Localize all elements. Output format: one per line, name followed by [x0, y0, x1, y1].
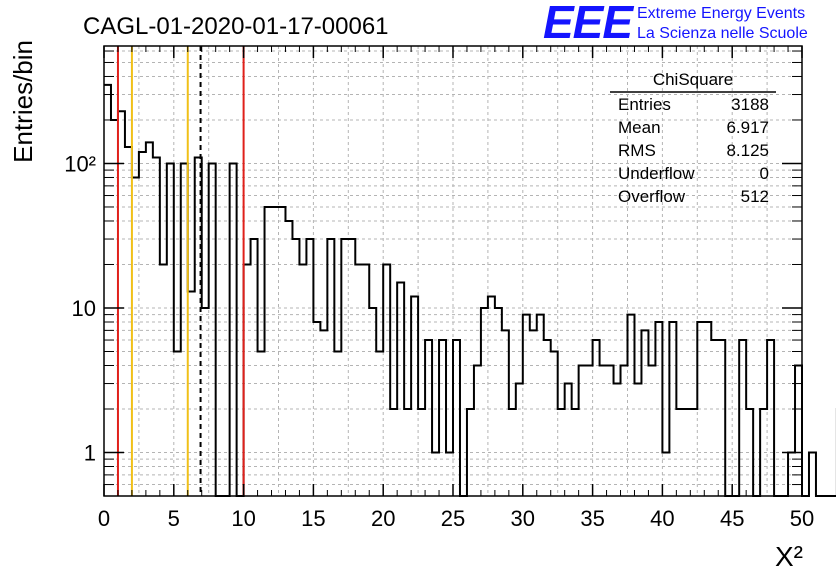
x-tick-label: 50	[790, 506, 814, 531]
x-tick-label: 5	[168, 506, 180, 531]
stats-label: Mean	[618, 118, 661, 137]
y-axis-label: Entries/bin	[8, 40, 38, 163]
stats-box: ChiSquare Entries 3188 Mean 6.917 RMS 8.125 Un…	[610, 70, 776, 206]
x-tick-label: 0	[98, 506, 110, 531]
y-tick-label: 1	[84, 440, 96, 465]
eee-logo: EEE	[543, 0, 633, 48]
y-tick-label: 10²	[64, 151, 96, 176]
x-tick-label: 30	[511, 506, 535, 531]
x-tick-label: 15	[301, 506, 325, 531]
stats-value: 512	[741, 187, 769, 206]
x-tick-label: 10	[231, 506, 255, 531]
chart-title: CAGL-01-2020-01-17-00061	[83, 13, 389, 40]
x-tick-label: 35	[580, 506, 604, 531]
marker-lines	[116, 46, 245, 496]
x-axis-ticks: 0 5 10 15 20 25 30 35 40 45 50	[98, 46, 814, 531]
stats-label: Entries	[618, 95, 671, 114]
stats-label: RMS	[618, 141, 656, 160]
stats-label: Underflow	[618, 164, 695, 183]
stats-label: Overflow	[618, 187, 686, 206]
x-axis-label: X²	[775, 541, 803, 572]
stats-value: 6.917	[726, 118, 769, 137]
y-axis-ticks: 1 10 10²	[64, 50, 802, 497]
y-tick-label: 10	[72, 296, 96, 321]
logo-line-1: Extreme Energy Events	[637, 5, 806, 22]
x-tick-label: 45	[720, 506, 744, 531]
stats-value: 0	[760, 164, 769, 183]
stats-value: 8.125	[726, 141, 769, 160]
stats-value: 3188	[731, 95, 769, 114]
x-tick-label: 20	[371, 506, 395, 531]
logo-line-2: La Scienza nelle Scuole	[637, 25, 808, 42]
x-tick-label: 40	[650, 506, 674, 531]
stats-title: ChiSquare	[653, 70, 733, 89]
x-tick-label: 25	[441, 506, 465, 531]
